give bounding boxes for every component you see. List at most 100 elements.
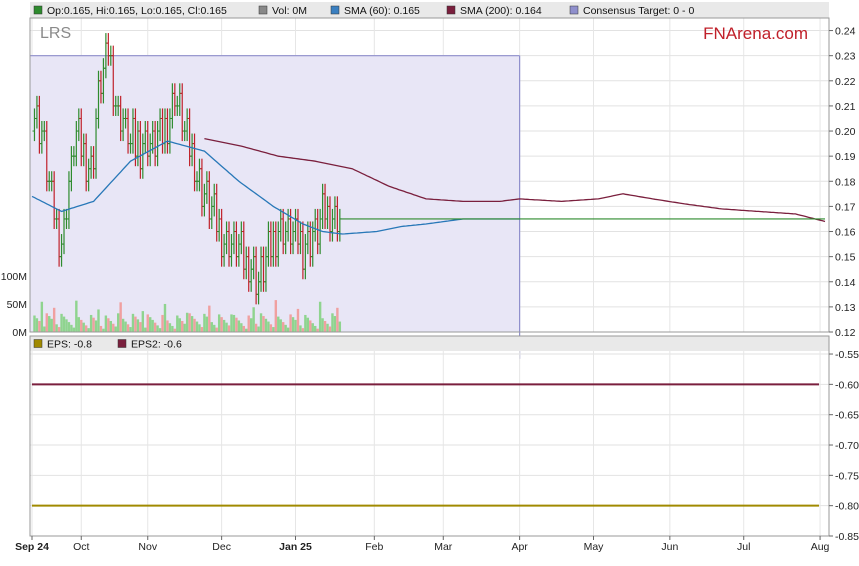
- volume-bar: [153, 322, 157, 332]
- volume-bar: [323, 321, 327, 332]
- volume-bar: [151, 319, 154, 332]
- price-tick-label: 0.20: [835, 126, 856, 138]
- volume-bar: [333, 316, 337, 332]
- price-tick-label: 0.15: [835, 252, 856, 264]
- volume-bar: [168, 323, 172, 332]
- x-tick-label: Mar: [434, 541, 453, 553]
- volume-bar: [144, 327, 147, 332]
- volume-tick-label: 0M: [12, 327, 27, 339]
- volume-bar: [116, 313, 120, 332]
- x-tick-label: Sep 24: [15, 541, 49, 553]
- volume-bar: [55, 324, 58, 332]
- brand-logo: FNArena.com: [703, 24, 808, 43]
- legend-swatch-eps: [33, 339, 43, 348]
- volume-bar: [326, 323, 329, 332]
- volume-bar: [176, 315, 179, 332]
- legend-sma200: SMA (200): 0.164: [460, 5, 542, 17]
- volume-bar: [163, 303, 167, 332]
- price-tick-label: 0.13: [835, 302, 856, 314]
- volume-bar: [245, 328, 248, 332]
- volume-bar: [136, 319, 140, 332]
- volume-bar: [60, 313, 63, 332]
- consensus-target-area: [30, 55, 521, 359]
- volume-bar: [33, 315, 36, 332]
- volume-bar: [67, 322, 71, 332]
- sma60-line: [31, 140, 520, 235]
- x-tick-label: May: [584, 541, 605, 553]
- volume-bar: [272, 327, 275, 332]
- price-candles: [32, 33, 342, 305]
- volume-bar: [40, 301, 44, 332]
- eps-axis: -0.55 -0.60 -0.65 -0.70 -0.75 -0.80 -0.85: [829, 349, 859, 543]
- volume-bar: [97, 309, 100, 332]
- volume-bar: [183, 323, 186, 332]
- volume-bar: [225, 322, 228, 332]
- volume-bar: [109, 321, 113, 332]
- x-tick-label: Jun: [661, 541, 678, 553]
- volume-bar: [281, 322, 285, 332]
- volume-bar: [222, 319, 226, 332]
- volume-bar: [249, 318, 253, 332]
- volume-bar: [134, 316, 137, 332]
- volume-bar: [188, 313, 191, 332]
- volume-bar: [227, 325, 231, 332]
- eps-tick-label: -0.85: [835, 531, 859, 543]
- volume-bar: [112, 323, 115, 332]
- legend-ohlc: Op:0.165, Hi:0.165, Lo:0.165, Cl:0.165: [47, 5, 227, 17]
- legend-top: Op:0.165, Hi:0.165, Lo:0.165, Cl:0.165 V…: [33, 5, 694, 17]
- price-tick-label: 0.18: [835, 176, 856, 188]
- volume-bar: [139, 322, 142, 332]
- consensus-fill: [30, 55, 520, 333]
- volume-bar: [230, 314, 233, 332]
- volume-bar: [237, 320, 241, 332]
- volume-bar: [94, 320, 98, 332]
- volume-bar: [173, 328, 177, 332]
- volume-bar: [104, 315, 108, 332]
- volume-bar: [259, 313, 263, 332]
- volume-bar: [306, 317, 310, 332]
- legend-eps-label: EPS: -0.8: [47, 339, 92, 351]
- volume-bar: [200, 327, 204, 332]
- volume-bar: [178, 318, 181, 332]
- volume-bar: [203, 313, 206, 332]
- volume-bar: [301, 328, 305, 332]
- legend-swatch-ohlc: [33, 5, 43, 15]
- volume-bar: [84, 325, 88, 332]
- volume-bar: [304, 314, 307, 332]
- price-tick-label: 0.22: [835, 76, 856, 88]
- x-axis: Sep 24 Oct Nov Dec Jan 25 Feb Mar Apr May Jun Jul A…: [15, 536, 830, 553]
- legend-consensus: Consensus Target: 0 - 0: [583, 5, 694, 17]
- volume-bar: [57, 327, 61, 332]
- x-tick-label: Feb: [365, 541, 383, 553]
- legend-swatch-sma200: [446, 5, 456, 15]
- sma200-line: [204, 137, 826, 223]
- price-tick-label: 0.21: [835, 101, 856, 113]
- eps-tick-label: -0.65: [835, 410, 859, 422]
- volume-bar: [38, 321, 41, 332]
- volume-bar: [129, 327, 132, 332]
- volume-bar: [195, 321, 199, 332]
- legend-swatch-volume: [258, 5, 268, 15]
- volume-bar: [269, 324, 273, 332]
- price-axis: 0.12 0.13 0.14 0.15 0.16 0.17 0.18 0.19 0.20 0.21…: [829, 26, 856, 339]
- eps-tick-label: -0.75: [835, 470, 859, 482]
- eps-tick-label: -0.55: [835, 349, 859, 361]
- volume-bar: [205, 316, 209, 332]
- volume-bar: [161, 314, 164, 332]
- volume-bar: [35, 318, 39, 332]
- x-tick-label: Aug: [811, 541, 830, 553]
- volume-bar: [277, 316, 280, 332]
- volume-bar: [190, 316, 194, 332]
- volume-bar: [82, 322, 85, 332]
- volume-bar: [166, 320, 169, 332]
- x-tick-label: Jan 25: [279, 541, 312, 553]
- volume-bar: [65, 319, 68, 332]
- x-tick-label: Dec: [212, 541, 231, 553]
- price-tick-label: 0.14: [835, 277, 856, 289]
- volume-bar: [131, 313, 135, 332]
- price-tick-label: 0.24: [835, 26, 856, 38]
- legend-bar-eps: [30, 336, 829, 351]
- volume-bar: [252, 307, 255, 332]
- volume-bar: [213, 324, 216, 332]
